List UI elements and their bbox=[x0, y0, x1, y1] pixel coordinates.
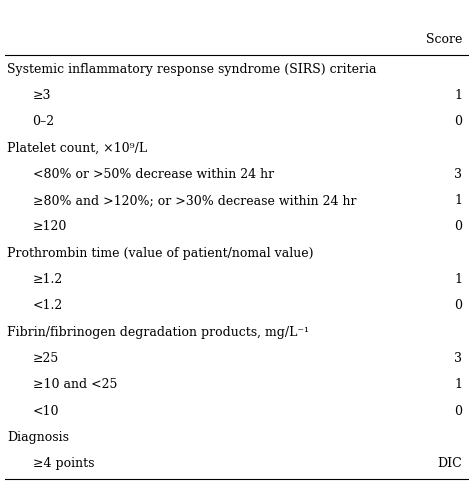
Text: Prothrombin time (value of patient/nomal value): Prothrombin time (value of patient/nomal… bbox=[7, 247, 314, 260]
Text: 0: 0 bbox=[454, 115, 462, 128]
Text: ≥25: ≥25 bbox=[33, 352, 59, 365]
Text: Platelet count, ×10⁹/L: Platelet count, ×10⁹/L bbox=[7, 142, 147, 155]
Text: Systemic inflammatory response syndrome (SIRS) criteria: Systemic inflammatory response syndrome … bbox=[7, 63, 376, 76]
Text: 1: 1 bbox=[454, 194, 462, 207]
Text: Diagnosis: Diagnosis bbox=[7, 431, 69, 444]
Text: 3: 3 bbox=[454, 352, 462, 365]
Text: ≥80% and >120%; or >30% decrease within 24 hr: ≥80% and >120%; or >30% decrease within … bbox=[33, 194, 356, 207]
Text: <10: <10 bbox=[33, 405, 59, 417]
Text: ≥3: ≥3 bbox=[33, 89, 51, 102]
Text: ≥1.2: ≥1.2 bbox=[33, 273, 63, 286]
Text: 1: 1 bbox=[454, 378, 462, 391]
Text: 0: 0 bbox=[454, 299, 462, 312]
Text: 0: 0 bbox=[454, 405, 462, 417]
Text: 1: 1 bbox=[454, 89, 462, 102]
Text: 1: 1 bbox=[454, 273, 462, 286]
Text: <1.2: <1.2 bbox=[33, 299, 63, 312]
Text: 0: 0 bbox=[454, 221, 462, 234]
Text: Score: Score bbox=[426, 33, 462, 46]
Text: 0–2: 0–2 bbox=[33, 115, 55, 128]
Text: 3: 3 bbox=[454, 168, 462, 181]
Text: DIC: DIC bbox=[438, 457, 462, 470]
Text: Fibrin/fibrinogen degradation products, mg/L⁻¹: Fibrin/fibrinogen degradation products, … bbox=[7, 326, 309, 338]
Text: ≥4 points: ≥4 points bbox=[33, 457, 94, 470]
Text: ≥120: ≥120 bbox=[33, 221, 67, 234]
Text: ≥10 and <25: ≥10 and <25 bbox=[33, 378, 117, 391]
Text: <80% or >50% decrease within 24 hr: <80% or >50% decrease within 24 hr bbox=[33, 168, 274, 181]
